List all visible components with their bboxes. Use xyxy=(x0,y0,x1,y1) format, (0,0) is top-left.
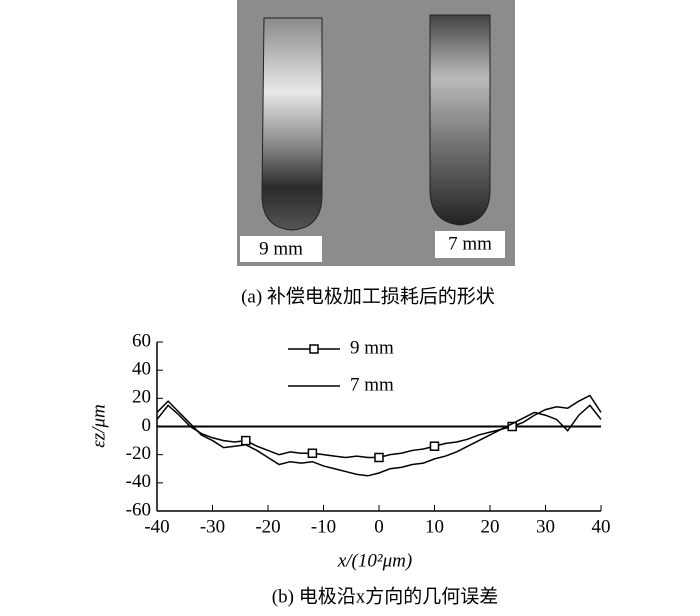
y-tick-label: 0 xyxy=(142,415,152,436)
photo-label: 9 mm xyxy=(259,238,303,259)
y-axis-label: εz/μm xyxy=(88,404,109,447)
label-box xyxy=(435,231,505,258)
marker xyxy=(307,448,318,459)
electrode xyxy=(429,14,491,226)
legend-marker xyxy=(309,344,319,354)
x-tick-label: 40 xyxy=(592,516,611,537)
y-tick-label: 20 xyxy=(132,387,151,408)
electrode xyxy=(261,17,323,231)
y-tick-label: -20 xyxy=(126,443,151,464)
x-tick-label: 30 xyxy=(536,516,555,537)
x-tick-label: 20 xyxy=(481,516,500,537)
x-axis-label: x/(10²μm) xyxy=(337,550,412,571)
x-tick-label: 10 xyxy=(425,516,444,537)
y-tick-label: -60 xyxy=(126,499,151,520)
y-tick-label: 60 xyxy=(132,330,151,351)
legend-label: 7 mm xyxy=(350,374,394,395)
x-tick-label: -20 xyxy=(255,516,280,537)
marker xyxy=(241,435,251,446)
label-box xyxy=(240,236,322,262)
y-tick-label: -40 xyxy=(126,471,151,492)
x-tick-label: 0 xyxy=(374,516,384,537)
legend-label: 9 mm xyxy=(350,337,394,358)
caption: (b) 电极沿x方向的几何误差 xyxy=(272,585,498,607)
marker xyxy=(374,452,384,463)
photo-label: 7 mm xyxy=(448,233,492,254)
y-tick-label: 40 xyxy=(132,359,151,380)
x-tick-label: -10 xyxy=(311,516,336,537)
x-tick-label: -30 xyxy=(200,516,225,537)
caption: (a) 补偿电极加工损耗后的形状 xyxy=(241,285,495,307)
series-line xyxy=(156,400,602,477)
x-tick-label: -40 xyxy=(144,516,169,537)
marker xyxy=(429,441,440,451)
photo: 9 mm 7 mm xyxy=(237,0,515,266)
